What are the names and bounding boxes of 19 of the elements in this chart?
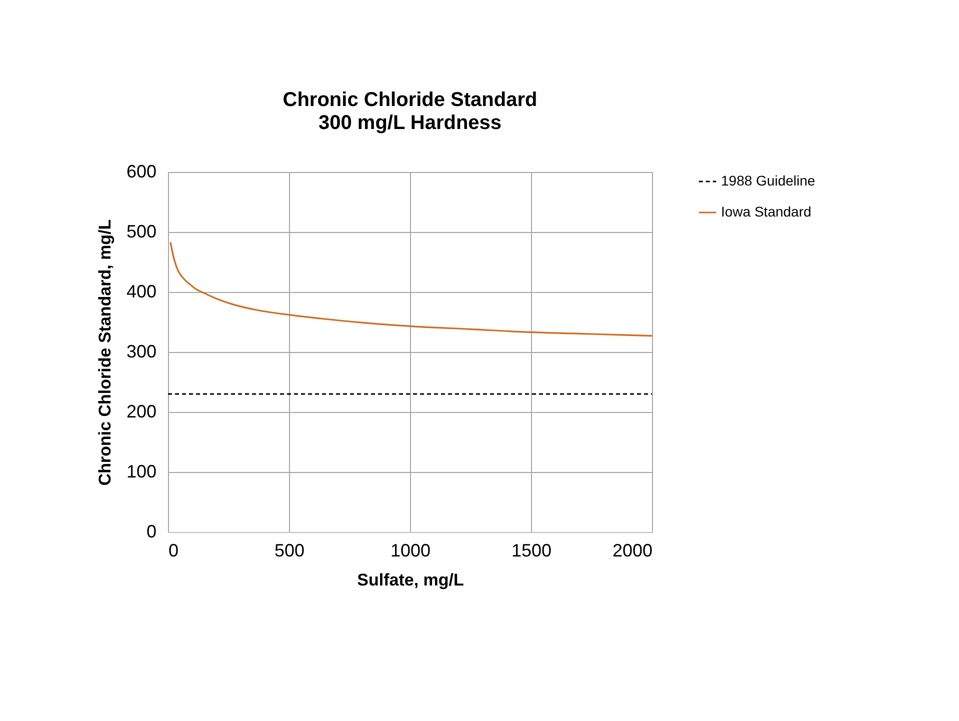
legend-label: 1988 Guideline (721, 172, 816, 188)
x-tick-label: 1500 (511, 540, 552, 560)
y-tick-label: 600 (126, 162, 156, 182)
y-tick-label: 400 (126, 282, 156, 302)
chart-title: Chronic Chloride Standard (282, 89, 538, 111)
y-tick-label: 100 (126, 462, 156, 482)
y-tick-label: 500 (126, 222, 156, 242)
legend-label: Iowa Standard (721, 204, 812, 220)
y-axis-title: Chronic Chloride Standard, mg/L (95, 219, 114, 486)
x-tick-label: 500 (274, 540, 305, 560)
x-tick-label: 0 (168, 540, 179, 560)
x-tick-label: 1000 (390, 540, 431, 560)
chart-subtitle: 300 mg/L Hardness (318, 112, 502, 134)
y-tick-label: 0 (146, 522, 156, 542)
x-axis-title: Sulfate, mg/L (357, 570, 464, 590)
y-tick-label: 200 (126, 402, 156, 422)
line-series (170, 241, 653, 337)
x-tick-label: 2000 (612, 540, 652, 560)
y-tick-label: 300 (126, 342, 156, 362)
